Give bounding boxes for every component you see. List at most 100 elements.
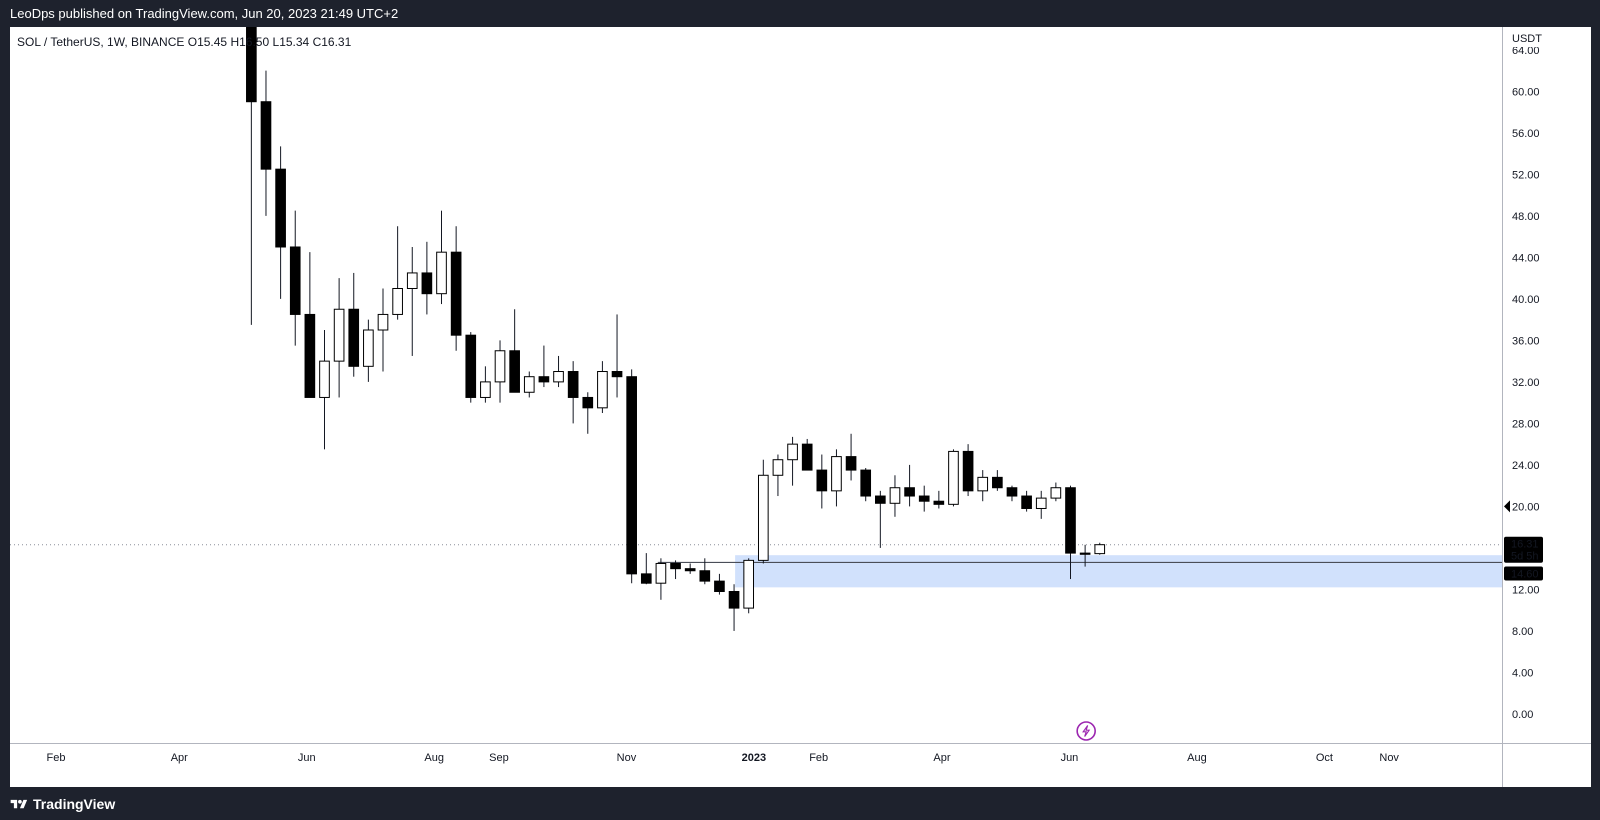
- price-tick-label: 64.00: [1512, 45, 1540, 57]
- candle-body: [743, 559, 755, 609]
- tradingview-brand[interactable]: TradingView: [33, 796, 116, 812]
- legend-part: 16.50: [239, 35, 272, 49]
- candle-body: [582, 396, 594, 409]
- last-price-label: 16.31: [1511, 539, 1539, 551]
- candle[interactable]: [465, 332, 477, 403]
- candle[interactable]: [377, 288, 389, 372]
- candle-body: [772, 459, 784, 476]
- candle-body: [1021, 495, 1032, 509]
- candle-body: [1035, 497, 1047, 509]
- candle[interactable]: [275, 146, 286, 299]
- price-tick-label: 44.00: [1512, 252, 1540, 264]
- price-tick-label: 56.00: [1512, 128, 1540, 140]
- candle[interactable]: [743, 558, 755, 614]
- candle-body: [523, 376, 535, 393]
- candle[interactable]: [772, 454, 784, 497]
- candle-body: [319, 360, 330, 398]
- candle[interactable]: [450, 226, 462, 351]
- candle-body: [363, 329, 374, 367]
- candle[interactable]: [289, 210, 301, 346]
- candle[interactable]: [480, 366, 491, 403]
- candle[interactable]: [567, 361, 579, 424]
- candle[interactable]: [992, 470, 1003, 491]
- candle[interactable]: [875, 490, 886, 548]
- candle-body: [275, 168, 286, 248]
- candle[interactable]: [319, 330, 330, 450]
- candle[interactable]: [1079, 544, 1091, 567]
- candle[interactable]: [333, 278, 345, 398]
- chart-panel[interactable]: 64.00 60.00 56.00 52.00 48.00 44.00 40.00 36.00…: [10, 27, 1591, 787]
- candle[interactable]: [904, 464, 915, 507]
- candle[interactable]: [1065, 485, 1076, 580]
- candle[interactable]: [363, 319, 374, 382]
- candle[interactable]: [801, 438, 813, 471]
- candle[interactable]: [538, 345, 550, 388]
- time-tick-label: Nov: [617, 752, 637, 764]
- candle[interactable]: [304, 252, 316, 398]
- candle[interactable]: [260, 70, 272, 216]
- candle[interactable]: [918, 485, 930, 512]
- candle[interactable]: [582, 392, 594, 434]
- candle[interactable]: [787, 436, 798, 486]
- candle[interactable]: [640, 553, 652, 585]
- candle[interactable]: [523, 371, 535, 398]
- candle[interactable]: [831, 449, 842, 507]
- candle[interactable]: [1094, 542, 1106, 555]
- candle[interactable]: [728, 584, 740, 631]
- candle-body: [421, 272, 433, 295]
- candle[interactable]: [845, 433, 857, 481]
- legend-part: O: [188, 35, 197, 49]
- time-tick-label: Apr: [171, 752, 188, 764]
- lightning-icon[interactable]: [1076, 721, 1096, 741]
- candle-body: [801, 443, 813, 471]
- candle-body: [333, 308, 345, 362]
- time-tick-label: Nov: [1379, 752, 1399, 764]
- candle-body: [875, 495, 886, 504]
- price-tick-label: 36.00: [1512, 335, 1540, 347]
- candle[interactable]: [1021, 490, 1032, 512]
- price-pointer-icon: [1504, 500, 1510, 513]
- candle[interactable]: [962, 444, 974, 497]
- candle[interactable]: [509, 309, 520, 393]
- candle[interactable]: [246, 27, 257, 325]
- candle[interactable]: [933, 490, 945, 509]
- candle[interactable]: [684, 563, 696, 574]
- candle[interactable]: [392, 226, 403, 320]
- candle[interactable]: [816, 454, 828, 509]
- plot-area[interactable]: [10, 27, 1502, 741]
- candle[interactable]: [597, 361, 608, 414]
- candle[interactable]: [348, 272, 360, 377]
- price-tick-label: 40.00: [1512, 294, 1540, 306]
- candlestick-chart[interactable]: 64.00 60.00 56.00 52.00 48.00 44.00 40.00 36.00…: [10, 27, 1591, 787]
- candle[interactable]: [1035, 490, 1047, 519]
- candle[interactable]: [714, 573, 725, 595]
- candle[interactable]: [553, 355, 564, 388]
- candle-body: [816, 469, 828, 492]
- candle-body: [933, 500, 945, 505]
- candle[interactable]: [406, 246, 418, 356]
- candle[interactable]: [626, 369, 637, 584]
- candle-body: [377, 313, 389, 331]
- candle[interactable]: [611, 314, 623, 398]
- candle[interactable]: [670, 560, 681, 580]
- candle-body: [640, 573, 652, 584]
- support-zone[interactable]: [735, 555, 1502, 588]
- price-tick-label: 28.00: [1512, 418, 1540, 430]
- candle[interactable]: [494, 340, 506, 403]
- price-tick-label: 8.00: [1512, 626, 1533, 638]
- candle[interactable]: [699, 558, 711, 585]
- candle[interactable]: [655, 558, 667, 600]
- candle[interactable]: [757, 459, 769, 564]
- candle[interactable]: [436, 210, 447, 305]
- candle[interactable]: [421, 241, 433, 315]
- candle[interactable]: [948, 449, 959, 507]
- legend-part: 15.34: [279, 35, 312, 49]
- candle[interactable]: [1006, 485, 1018, 502]
- candle[interactable]: [1050, 482, 1062, 502]
- time-tick-label: 2023: [742, 752, 766, 764]
- candle[interactable]: [860, 468, 872, 502]
- candle[interactable]: [889, 475, 901, 517]
- lightning-icon-ring: [1076, 721, 1096, 741]
- candle[interactable]: [977, 470, 989, 502]
- candle-body: [436, 251, 447, 295]
